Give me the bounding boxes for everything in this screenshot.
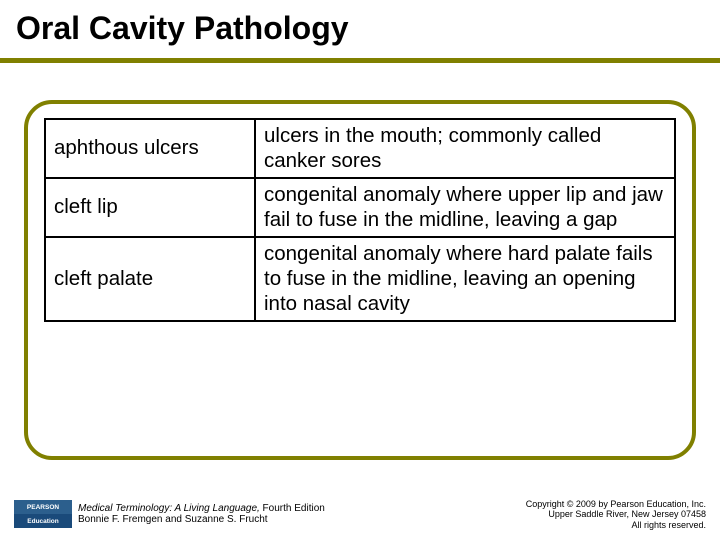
term-cell: aphthous ulcers [45, 119, 255, 178]
table-row: cleft lip congenital anomaly where upper… [45, 178, 675, 237]
footer-left: PEARSON Education Medical Terminology: A… [14, 500, 325, 528]
book-title: Medical Terminology: A Living Language, [78, 503, 260, 514]
copyright-line: All rights reserved. [526, 520, 706, 530]
copyright-line: Copyright © 2009 by Pearson Education, I… [526, 499, 706, 509]
footer-right: Copyright © 2009 by Pearson Education, I… [526, 499, 706, 530]
logo-bottom: Education [14, 514, 72, 528]
table-row: cleft palate congenital anomaly where ha… [45, 237, 675, 321]
term-cell: cleft lip [45, 178, 255, 237]
logo-top: PEARSON [14, 500, 72, 514]
copyright-line: Upper Saddle River, New Jersey 07458 [526, 509, 706, 519]
title-underline [0, 58, 720, 63]
definition-cell: congenital anomaly where hard palate fai… [255, 237, 675, 321]
slide-title: Oral Cavity Pathology [16, 10, 349, 47]
book-info: Medical Terminology: A Living Language, … [78, 503, 325, 526]
table-row: aphthous ulcers ulcers in the mouth; com… [45, 119, 675, 178]
pearson-logo: PEARSON Education [14, 500, 72, 528]
definition-cell: ulcers in the mouth; commonly called can… [255, 119, 675, 178]
term-cell: cleft palate [45, 237, 255, 321]
book-edition: Fourth Edition [260, 503, 325, 514]
pathology-table: aphthous ulcers ulcers in the mouth; com… [44, 118, 676, 322]
book-authors: Bonnie F. Fremgen and Suzanne S. Frucht [78, 514, 325, 526]
definition-cell: congenital anomaly where upper lip and j… [255, 178, 675, 237]
